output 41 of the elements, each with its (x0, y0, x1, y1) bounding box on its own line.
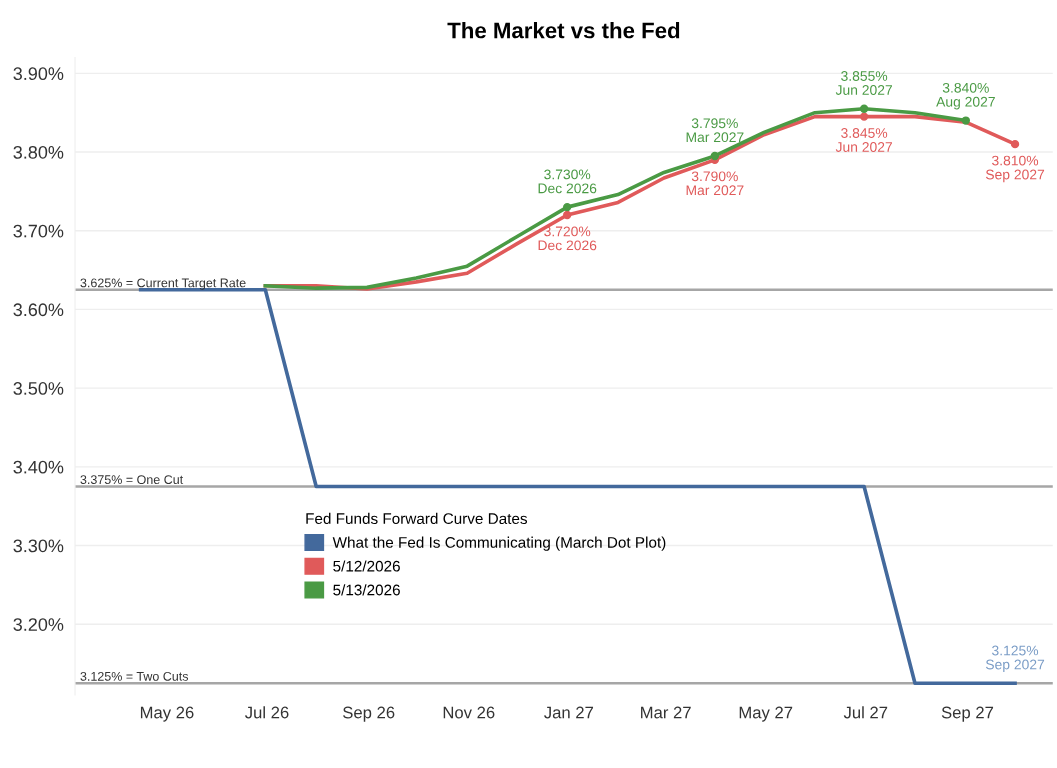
legend-title: Fed Funds Forward Curve Dates (306, 512, 528, 525)
point (563, 210, 572, 220)
x-tick-label: Sep 27 (941, 706, 994, 722)
data-label: 3.795% Mar 2027 (686, 118, 744, 143)
ref-line-label: 3.625% = Current Target Rate (80, 278, 246, 290)
x-tick-label: May 27 (739, 706, 793, 722)
legend-label: 5/13/2026 (333, 584, 400, 596)
x-tick-label: Mar 27 (641, 706, 691, 719)
y-tick-label: 3.40% (13, 460, 64, 474)
y-tick-label: 3.70% (13, 224, 64, 238)
x-tick-label: Sep 26 (343, 706, 395, 722)
point (1010, 139, 1020, 149)
point (961, 116, 970, 125)
data-label: 3.720% Dec 2026 (538, 226, 597, 251)
legend-label: 5/12/2026 (333, 560, 400, 572)
chart-title: The Market vs the Fed (447, 22, 680, 39)
x-tick-label: Nov 26 (443, 706, 495, 719)
data-label: 3.790% Mar 2027 (686, 171, 744, 196)
ref-line-label: 3.375% = One Cut (80, 475, 184, 485)
data-label: 3.810% Sep 2027 (985, 155, 1045, 183)
y-tick-label: 3.60% (13, 303, 64, 317)
x-tick-label: Jul 26 (245, 706, 289, 719)
x-tick-label: Jan 27 (544, 706, 594, 719)
legend-label: What the Fed Is Communicating (March Dot Plot) (332, 536, 666, 551)
ref-line-label: 3.125% = Two Cuts (80, 671, 189, 681)
point (563, 202, 572, 212)
y-tick-label: 3.80% (13, 145, 64, 159)
y-tick-label: 3.30% (13, 539, 64, 553)
x-tick-label: May 26 (140, 706, 194, 722)
data-label: 3.855% Jun 2027 (835, 71, 892, 95)
y-tick-label: 3.50% (13, 382, 64, 395)
y-tick-label: 3.20% (13, 618, 64, 631)
data-label: 3.840% Aug 2027 (936, 82, 995, 110)
point (859, 112, 869, 121)
y-tick-label: 3.90% (13, 67, 64, 81)
point (859, 104, 869, 113)
data-label: 3.125% Sep 2027 (985, 645, 1045, 673)
x-tick-label: Jul 27 (843, 706, 888, 719)
data-label: 3.730% Dec 2026 (538, 169, 597, 194)
point (710, 151, 720, 161)
data-label: 3.845% Jun 2027 (835, 128, 892, 152)
